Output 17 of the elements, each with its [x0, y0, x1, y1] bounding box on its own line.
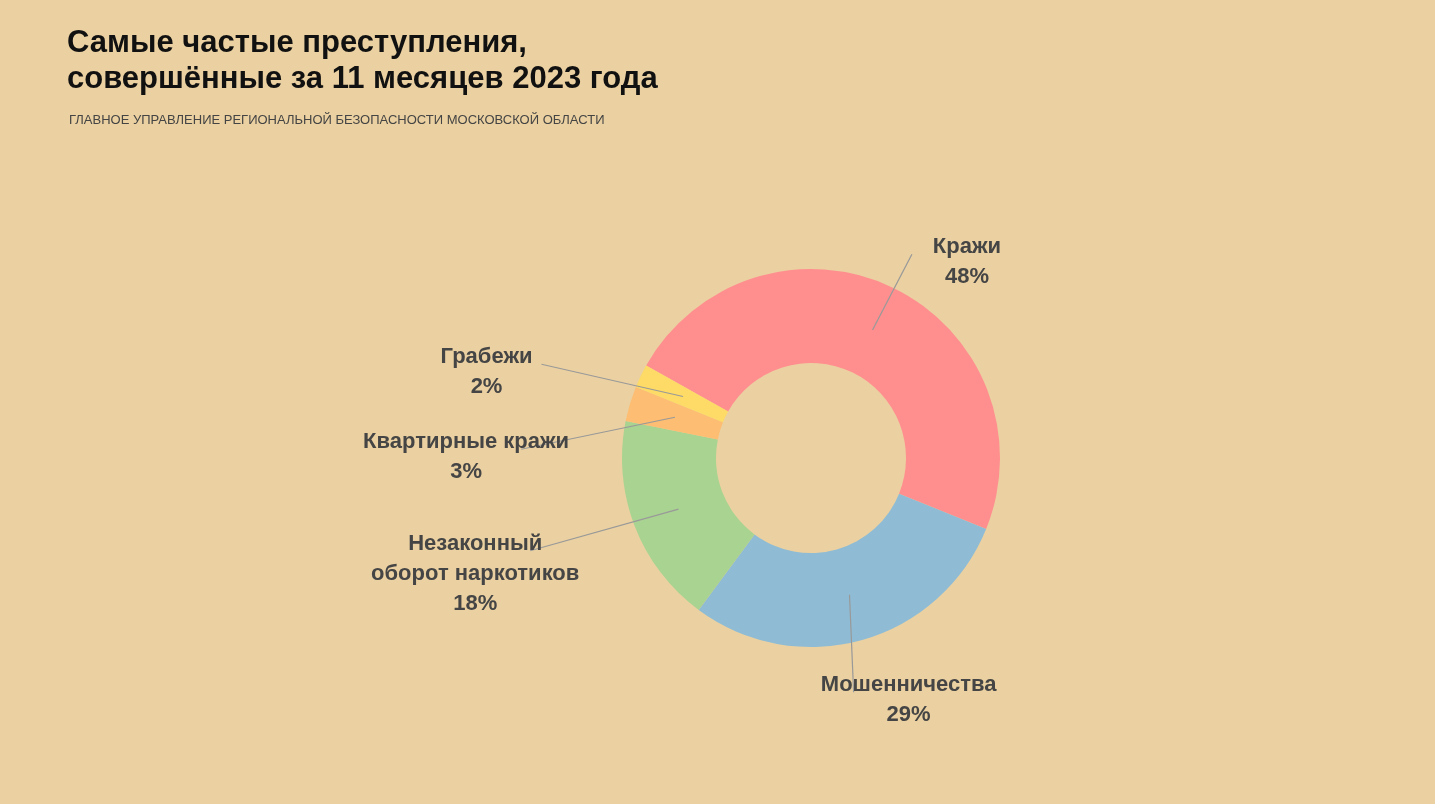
slice-label: Незаконный оборот наркотиков — [371, 529, 580, 585]
chart-subtitle: ГЛАВНОЕ УПРАВЛЕНИЕ РЕГИОНАЛЬНОЙ БЕЗОПАСНОСТИ МОСКОВСКОЙ ОБЛАСТИ — [69, 112, 605, 127]
slice-label: Квартирные кражи — [363, 428, 570, 454]
data-label: 2% — [470, 373, 503, 399]
donut-slice — [646, 269, 1000, 529]
slice-label: Мошенничества — [820, 671, 998, 697]
donut-slice — [625, 387, 723, 440]
data-label: 18% — [453, 589, 498, 615]
chart-title: Самые частые преступления, совершённые за 11 месяцев 2023 года — [67, 24, 659, 95]
data-label: 3% — [450, 458, 483, 484]
donut-slice — [635, 365, 729, 423]
slice-label: Кражи — [932, 233, 1002, 259]
donut-slice — [622, 421, 755, 610]
slice-label: Грабежи — [440, 343, 533, 369]
donut-slice — [698, 493, 987, 647]
data-label: 29% — [886, 701, 931, 727]
data-label: 48% — [944, 263, 989, 289]
